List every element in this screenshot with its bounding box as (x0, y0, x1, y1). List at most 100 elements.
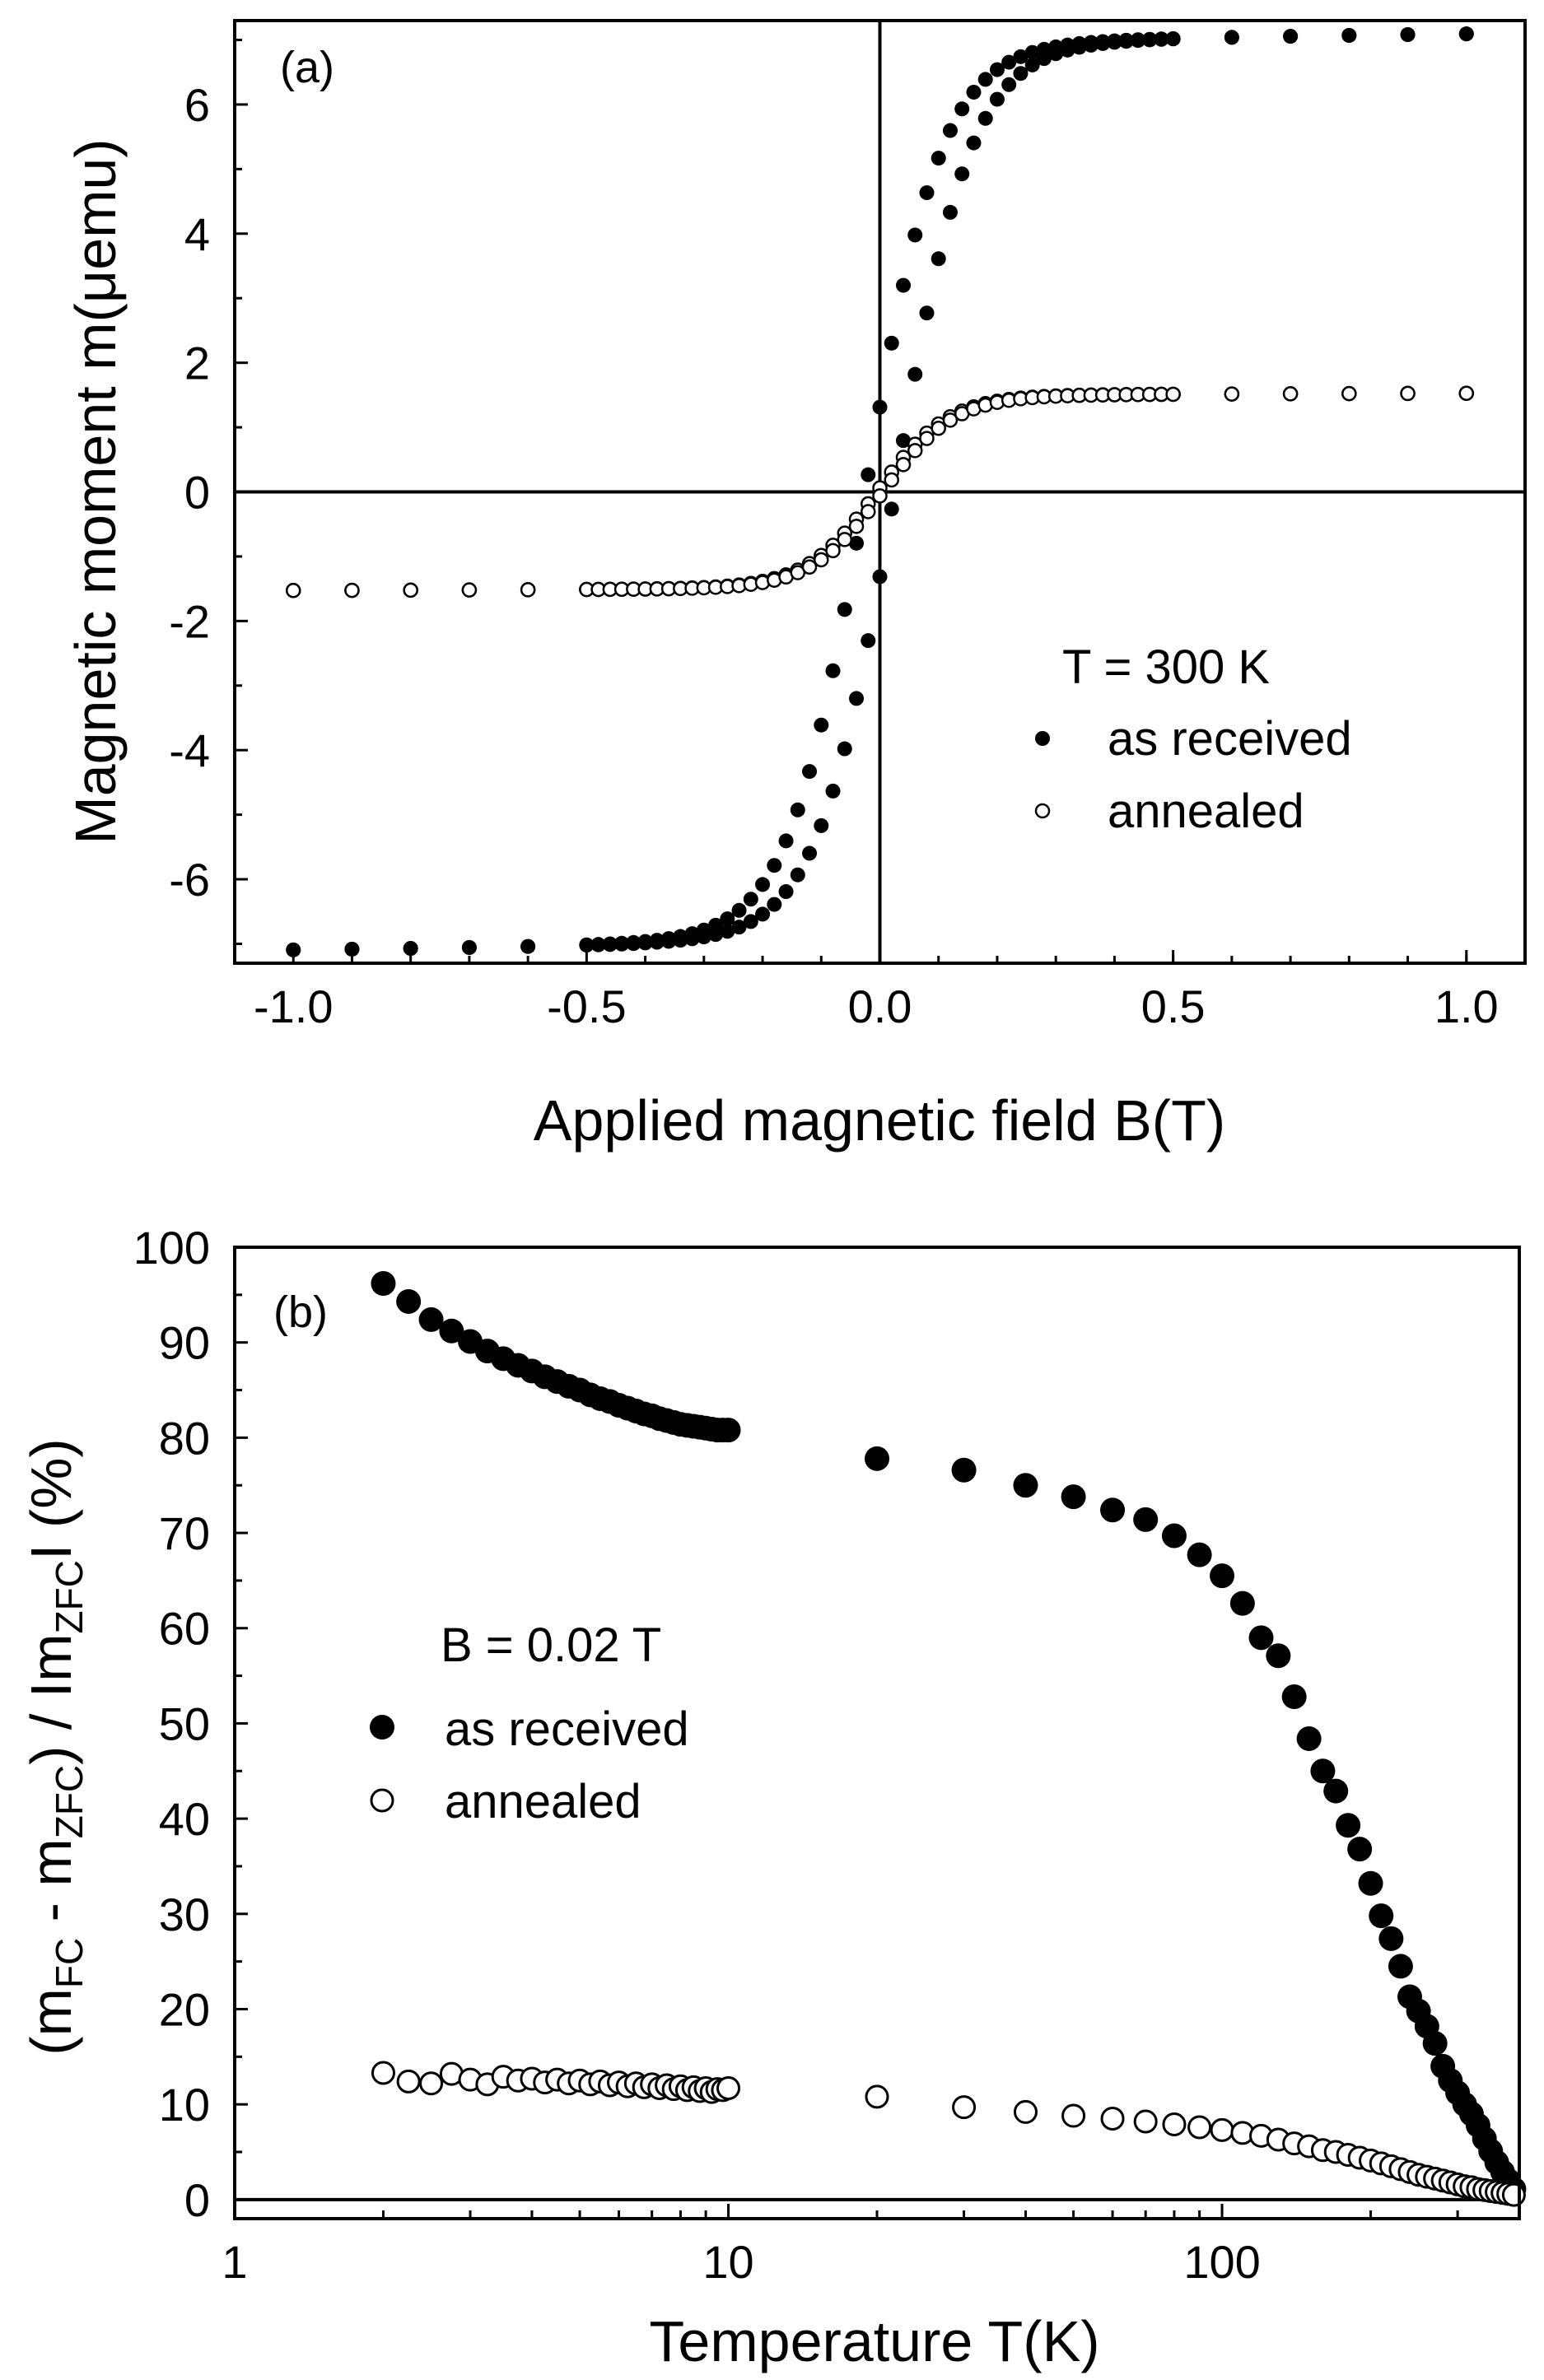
panel-b-point-as-received (418, 1306, 444, 1332)
panel-a-point-as-received (1224, 30, 1239, 45)
panel-a-point-as-received (919, 305, 935, 321)
panel-b-point-annealed (1162, 2112, 1187, 2136)
panel-a-point-as-received (1142, 32, 1158, 48)
y-title-sub: FC (48, 1938, 91, 1988)
panel-a-point-as-received (461, 939, 477, 955)
panel-a-ticks: -1.0 -0.5 0.0 0.5 1.0 -6 -4 -2 0 2 4 6 (169, 39, 1499, 1032)
panel-b-x-axis-title: Temperature T(K) (649, 2309, 1099, 2373)
y-title-part: - m (19, 1838, 83, 1938)
panel-a-point-as-received (861, 467, 876, 482)
panel-a-point-as-received (861, 633, 876, 649)
panel-b-point-as-received (1347, 1837, 1373, 1862)
panel-a-y-tick-label: 2 (184, 338, 210, 389)
panel-a-point-as-received (1095, 35, 1111, 51)
panel-a-series-annealed (285, 385, 1475, 598)
y-title-part: ) / Im (19, 1633, 83, 1764)
panel-b-point-as-received (1248, 1625, 1274, 1651)
panel-a-point-as-received (684, 931, 700, 947)
panel-b-point-annealed (396, 2069, 421, 2094)
panel-a-point-annealed (837, 532, 853, 547)
panel-a-point-as-received (778, 884, 794, 900)
panel-b-y-tick-label: 60 (159, 1603, 210, 1655)
panel-a-point-as-received (1458, 26, 1474, 42)
panel-b-point-as-received (1369, 1903, 1394, 1929)
panel-a-legend-marker-as-received (1035, 731, 1050, 746)
panel-a-point-as-received (661, 934, 677, 949)
panel-a-point-as-received (1154, 31, 1169, 47)
panel-a-point-as-received (1107, 35, 1122, 50)
panel-a-series-as-received (286, 26, 1474, 957)
panel-a-point-as-received (919, 185, 935, 201)
panel-b-x-tick-label: 1 (222, 2236, 247, 2288)
panel-b-point-as-received (396, 1288, 422, 1314)
panel-b-point-as-received (1310, 1758, 1336, 1784)
panel-a-point-as-received (1071, 40, 1087, 55)
panel-b-legend-as-received: as received (445, 1702, 689, 1756)
panel-b-series-as-received (371, 1270, 1527, 2202)
panel-a-point-as-received (1341, 27, 1357, 43)
panel-a-point-as-received (931, 251, 946, 267)
panel-b-x-tick-label: 100 (1183, 2236, 1260, 2288)
panel-b-legend-marker-annealed (370, 1788, 394, 1813)
panel-a-point-annealed (814, 552, 829, 568)
panel-a-point-as-received (696, 929, 711, 945)
panel-a-point-as-received (954, 101, 970, 117)
panel-a: -1.0 -0.5 0.0 0.5 1.0 -6 -4 -2 0 2 4 6 (a) Applied … (63, 19, 1527, 1153)
panel-a-point-as-received (849, 535, 865, 551)
panel-a-point-as-received (731, 902, 747, 918)
panel-a-point-as-received (286, 942, 301, 957)
panel-a-point-as-received (649, 934, 665, 950)
panel-b-point-as-received (1323, 1778, 1349, 1804)
panel-a-point-as-received (989, 62, 1005, 77)
panel-b-frame (233, 1246, 1521, 2220)
panel-b-point-annealed (1100, 2107, 1125, 2131)
panel-a-legend: T = 300 K as received annealed (1034, 640, 1352, 838)
panel-a-x-tick-label: 1.0 (1434, 980, 1499, 1032)
panel-b-point-as-received (1100, 1497, 1126, 1523)
panel-b-y-tick-label: 10 (159, 2079, 210, 2131)
panel-b-legend-annealed: annealed (445, 1775, 641, 1828)
panel-a-y-tick-label: -2 (169, 595, 210, 647)
panel-a-point-as-received (825, 663, 841, 678)
panel-b-y-tick-label: 100 (133, 1222, 210, 1274)
y-title-sub: ZFC (48, 1560, 91, 1633)
panel-b-point-annealed (952, 2095, 977, 2120)
panel-a-point-as-received (767, 897, 782, 912)
panel-a-x-tick-label: 0.5 (1141, 980, 1206, 1032)
panel-b-point-annealed (1061, 2103, 1086, 2128)
panel-a-point-as-received (778, 833, 794, 849)
panel-b-point-as-received (1229, 1591, 1255, 1616)
panel-a-point-as-received (931, 151, 946, 166)
panel-a-point-as-received (884, 501, 899, 517)
panel-a-point-as-received (520, 938, 536, 954)
panel-a-point-as-received (403, 941, 418, 957)
panel-a-point-as-received (614, 936, 630, 952)
panel-a-point-annealed (1165, 386, 1181, 403)
panel-a-point-annealed (1458, 385, 1475, 401)
panel-a-point-as-received (1024, 44, 1040, 60)
y-title-part: I (%) (19, 1438, 83, 1560)
panel-a-label: (a) (280, 43, 334, 92)
panel-a-point-as-received (1001, 77, 1017, 92)
panel-b-point-as-received (1013, 1473, 1038, 1498)
panel-a-point-annealed (1400, 385, 1416, 402)
panel-a-legend-as-received: as received (1108, 712, 1352, 766)
panel-b-point-as-received (439, 1318, 464, 1344)
panel-a-point-as-received (755, 877, 771, 892)
panel-a-point-as-received (814, 817, 829, 833)
panel-a-point-as-received (731, 920, 747, 935)
y-title-sub: ZFC (48, 1765, 91, 1838)
panel-b-ticks: 1 10 100 0 10 20 30 40 50 60 70 80 90 100 (133, 1222, 1521, 2288)
panel-a-point-as-received (720, 911, 735, 927)
panel-a-y-tick-label: -6 (169, 854, 210, 906)
panel-b-point-as-received (1296, 1726, 1322, 1751)
panel-b-y-tick-label: 20 (159, 1983, 210, 2035)
panel-a-point-as-received (1036, 51, 1052, 67)
panel-a-point-as-received (907, 366, 923, 382)
panel-a-point-annealed (919, 431, 935, 446)
panel-a-point-as-received (673, 933, 688, 948)
panel-b-y-tick-label: 30 (159, 1889, 210, 1940)
panel-a-point-as-received (1013, 49, 1029, 64)
